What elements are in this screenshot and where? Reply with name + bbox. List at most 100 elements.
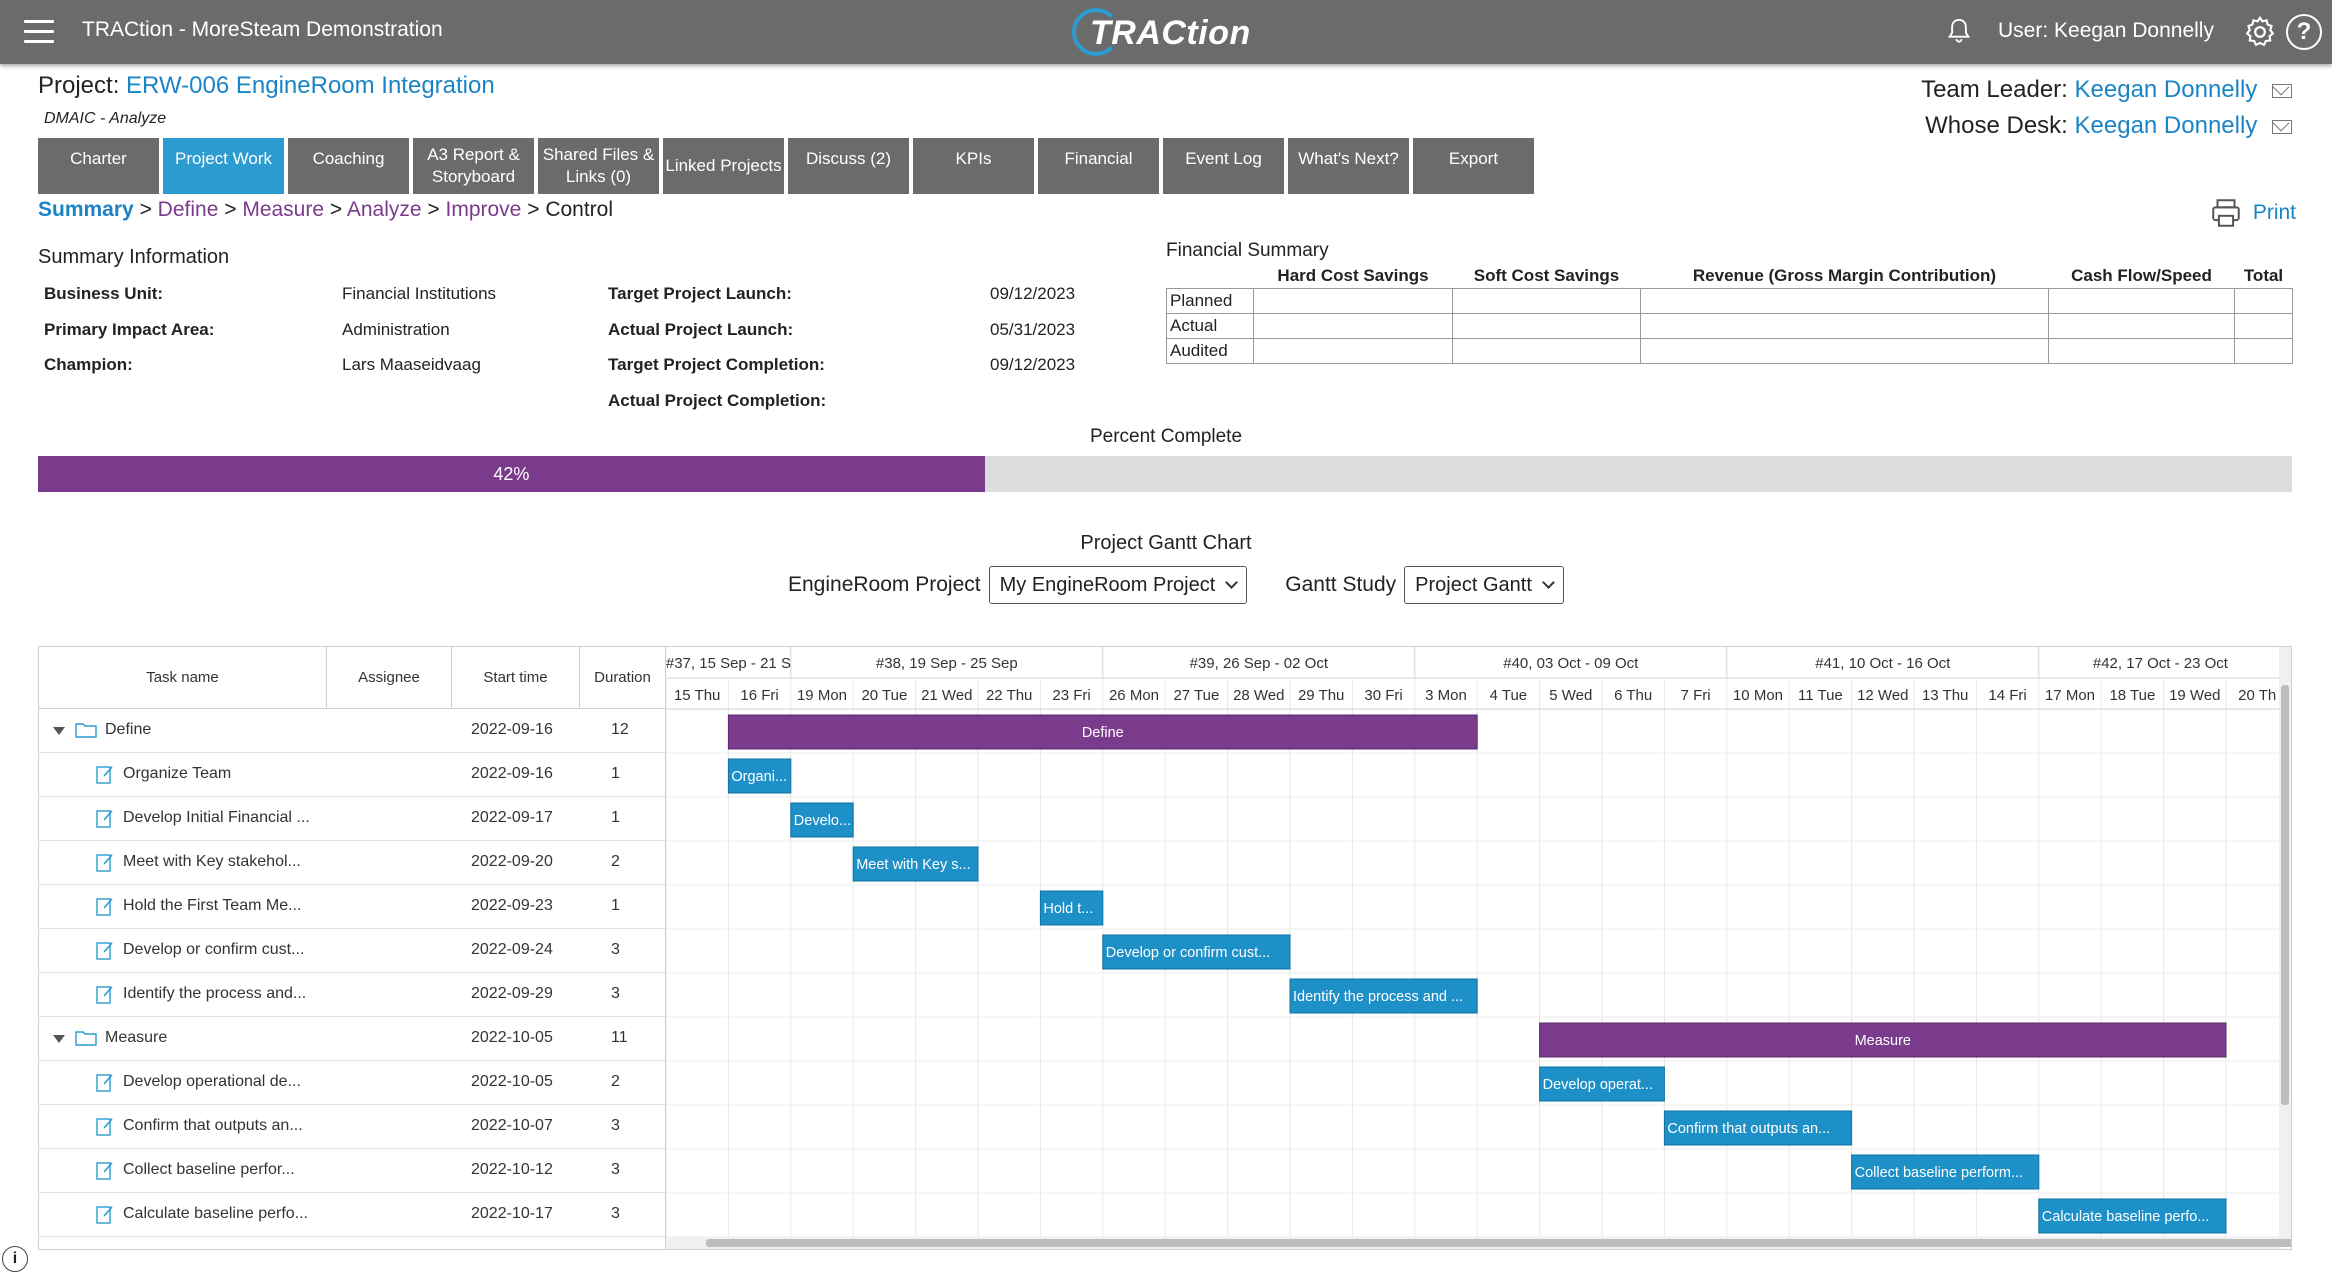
task-duration: 3 bbox=[611, 1205, 620, 1222]
help-icon[interactable]: ? bbox=[2286, 14, 2322, 50]
tab-charter[interactable]: Charter bbox=[38, 138, 159, 194]
week-label: #41, 10 Oct - 16 Oct bbox=[1815, 655, 1951, 672]
mail-icon[interactable] bbox=[2272, 83, 2292, 98]
tab-discuss[interactable]: Discuss (2) bbox=[788, 138, 909, 194]
crumb-control[interactable]: Control bbox=[545, 198, 614, 221]
task-name: Meet with Key stakehol... bbox=[123, 853, 301, 870]
task-name: Hold the First Team Me... bbox=[123, 897, 302, 914]
business-unit-value: Financial Institutions bbox=[342, 284, 497, 303]
task-duration: 1 bbox=[611, 897, 620, 914]
target-launch-value: 09/12/2023 bbox=[990, 284, 1076, 303]
folder-icon bbox=[75, 723, 97, 738]
task-row[interactable]: Confirm that outputs an... 2022-10-07 3 bbox=[39, 1105, 665, 1149]
gantt-bar-label: Hold t... bbox=[1043, 901, 1093, 917]
task-row[interactable]: Hold the First Team Me... 2022-09-23 1 bbox=[39, 885, 665, 929]
user-label[interactable]: User: Keegan Donnelly bbox=[1998, 19, 2214, 42]
engineroom-project-select[interactable]: My EngineRoom Project bbox=[988, 566, 1248, 604]
task-row[interactable]: Develop or confirm cust... 2022-09-24 3 bbox=[39, 929, 665, 973]
app-title: TRACtion - MoreSteam Demonstration bbox=[82, 18, 443, 41]
top-bar: TRACtion - MoreSteam Demonstration TRACt… bbox=[0, 0, 2332, 64]
gantt-bar bbox=[1039, 890, 1104, 926]
task-duration: 1 bbox=[611, 809, 620, 826]
summary-info-title: Summary Information bbox=[38, 246, 230, 268]
tab-project-work[interactable]: Project Work bbox=[163, 138, 284, 194]
task-name: Define bbox=[105, 721, 152, 738]
tab-whats-next[interactable]: What's Next? bbox=[1288, 138, 1409, 194]
task-name: Develop or confirm cust... bbox=[123, 941, 305, 958]
task-duration: 3 bbox=[611, 985, 620, 1002]
task-name: Collect baseline perfor... bbox=[123, 1161, 295, 1178]
col-assignee[interactable]: Assignee bbox=[327, 647, 452, 709]
menu-icon[interactable] bbox=[24, 20, 54, 44]
day-label: 6 Thu bbox=[1614, 687, 1652, 704]
day-label: 10 Mon bbox=[1733, 687, 1783, 704]
col-duration[interactable]: Duration bbox=[594, 669, 651, 686]
gantt-bar-label: Organi... bbox=[731, 769, 787, 785]
gantt-bar bbox=[727, 714, 1478, 750]
print-button[interactable]: Print bbox=[2209, 196, 2296, 230]
collapse-toggle-icon[interactable] bbox=[53, 727, 65, 735]
task-row[interactable]: Collect baseline perfor... 2022-10-12 3 bbox=[39, 1149, 665, 1193]
day-label: 3 Mon bbox=[1425, 687, 1467, 704]
task-icon bbox=[96, 810, 113, 828]
day-label: 29 Thu bbox=[1298, 687, 1344, 704]
champion-value: Lars Maaseidvaag bbox=[342, 355, 481, 374]
day-label: 21 Wed bbox=[921, 687, 972, 704]
task-row[interactable]: Meet with Key stakehol... 2022-09-20 2 bbox=[39, 841, 665, 885]
champion-label: Champion: bbox=[44, 355, 133, 374]
project-title: Project: ERW-006 EngineRoom Integration bbox=[38, 72, 495, 99]
traction-logo[interactable]: TRACtion bbox=[1072, 6, 1262, 58]
collapse-toggle-icon[interactable] bbox=[53, 1035, 65, 1043]
gantt-bar bbox=[1851, 1154, 2040, 1190]
task-icon bbox=[96, 942, 113, 960]
crumb-analyze[interactable]: Analyze bbox=[346, 198, 422, 221]
tab-coaching[interactable]: Coaching bbox=[288, 138, 409, 194]
actual-launch-value: 05/31/2023 bbox=[990, 320, 1076, 339]
tab-kpis[interactable]: KPIs bbox=[913, 138, 1034, 194]
actual-completion-label: Actual Project Completion: bbox=[608, 391, 827, 410]
task-row[interactable]: Define 2022-09-16 12 bbox=[39, 709, 665, 753]
tab-a3-report[interactable]: A3 Report & Storyboard bbox=[413, 138, 534, 194]
breadcrumb: Summary > Define > Measure > Analyze > I… bbox=[38, 198, 614, 221]
crumb-define[interactable]: Define bbox=[157, 198, 219, 221]
crumb-summary[interactable]: Summary bbox=[38, 198, 134, 221]
tab-event-log[interactable]: Event Log bbox=[1163, 138, 1284, 194]
day-label: 7 Fri bbox=[1681, 687, 1711, 704]
vertical-scrollbar[interactable] bbox=[2279, 647, 2291, 1239]
col-task-name[interactable]: Task name bbox=[39, 647, 327, 709]
task-start: 2022-09-17 bbox=[471, 809, 553, 826]
task-icon bbox=[96, 1206, 113, 1224]
gantt-bar-label: Calculate baseline perfo... bbox=[2042, 1209, 2210, 1225]
bell-icon[interactable] bbox=[1944, 16, 1974, 46]
task-row[interactable]: Measure 2022-10-05 11 bbox=[39, 1017, 665, 1061]
task-start: 2022-09-16 bbox=[471, 721, 553, 738]
gantt-bar bbox=[790, 802, 854, 838]
task-row[interactable]: Identify the process and... 2022-09-29 3 bbox=[39, 973, 665, 1017]
crumb-measure[interactable]: Measure bbox=[242, 198, 325, 221]
gantt-study-select[interactable]: Project Gantt bbox=[1404, 566, 1564, 604]
tab-linked-projects[interactable]: Linked Projects bbox=[663, 138, 784, 194]
gear-icon[interactable] bbox=[2242, 14, 2278, 50]
col-start-time[interactable]: Start time bbox=[452, 647, 580, 709]
project-name-link[interactable]: ERW-006 EngineRoom Integration bbox=[126, 72, 495, 99]
gantt-bar bbox=[1539, 1022, 2227, 1058]
task-row[interactable]: Develop Initial Financial ... 2022-09-17 1 bbox=[39, 797, 665, 841]
tab-shared-files[interactable]: Shared Files & Links (0) bbox=[538, 138, 659, 194]
project-owners: Team Leader: Keegan Donnelly Whose Desk:… bbox=[1921, 72, 2292, 144]
mail-icon[interactable] bbox=[2272, 119, 2292, 134]
crumb-improve[interactable]: Improve bbox=[445, 198, 522, 221]
horizontal-scrollbar[interactable] bbox=[666, 1237, 2291, 1249]
info-icon[interactable]: i bbox=[2, 1246, 28, 1272]
gantt-timeline: #37, 15 Sep - 21 S #38, 19 Sep - 25 Sep #3… bbox=[666, 647, 2282, 1249]
tab-financial[interactable]: Financial bbox=[1038, 138, 1159, 194]
task-row[interactable]: Develop operational de... 2022-10-05 2 bbox=[39, 1061, 665, 1105]
task-duration: 12 bbox=[611, 721, 629, 738]
task-row[interactable]: Calculate baseline perfo... 2022-10-17 3 bbox=[39, 1193, 665, 1237]
day-label: 14 Fri bbox=[1988, 687, 2026, 704]
business-unit-label: Business Unit: bbox=[44, 284, 164, 303]
task-row[interactable]: Organize Team 2022-09-16 1 bbox=[39, 753, 665, 797]
team-leader-link[interactable]: Keegan Donnelly bbox=[2074, 76, 2258, 103]
whose-desk-link[interactable]: Keegan Donnelly bbox=[2074, 112, 2258, 139]
tab-export[interactable]: Export bbox=[1413, 138, 1534, 194]
percent-complete-fill: 42% bbox=[38, 456, 985, 492]
